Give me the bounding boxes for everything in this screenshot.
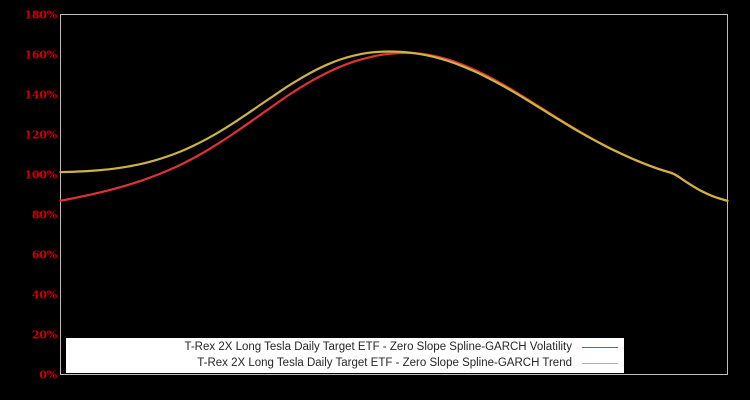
- plot-area: [60, 14, 728, 375]
- legend-item[interactable]: T-Rex 2X Long Tesla Daily Target ETF - Z…: [66, 340, 624, 356]
- legend-item-label: T-Rex 2X Long Tesla Daily Target ETF - Z…: [184, 341, 572, 353]
- y-tick-label: 80%: [31, 208, 57, 222]
- y-axis-labels: 0% 20% 40% 60% 80% 100% 120% 140% 160% 180%: [0, 0, 57, 400]
- y-tick-label: 120%: [24, 128, 57, 142]
- y-tick-label: 40%: [31, 288, 57, 302]
- y-tick-label: 0%: [39, 368, 57, 382]
- legend-color-swatch: [582, 363, 618, 364]
- y-tick-label: 180%: [24, 8, 57, 21]
- legend-item-label: T-Rex 2X Long Tesla Daily Target ETF - Z…: [197, 357, 572, 369]
- legend-item[interactable]: T-Rex 2X Long Tesla Daily Target ETF - Z…: [66, 356, 624, 372]
- y-tick-label: 20%: [31, 328, 57, 342]
- y-tick-label: 160%: [24, 48, 57, 62]
- y-tick-label: 140%: [24, 88, 57, 102]
- chart-legend: T-Rex 2X Long Tesla Daily Target ETF - Z…: [66, 338, 624, 373]
- legend-color-swatch: [582, 347, 618, 348]
- y-tick-label: 60%: [31, 248, 57, 262]
- y-tick-label: 100%: [24, 168, 57, 182]
